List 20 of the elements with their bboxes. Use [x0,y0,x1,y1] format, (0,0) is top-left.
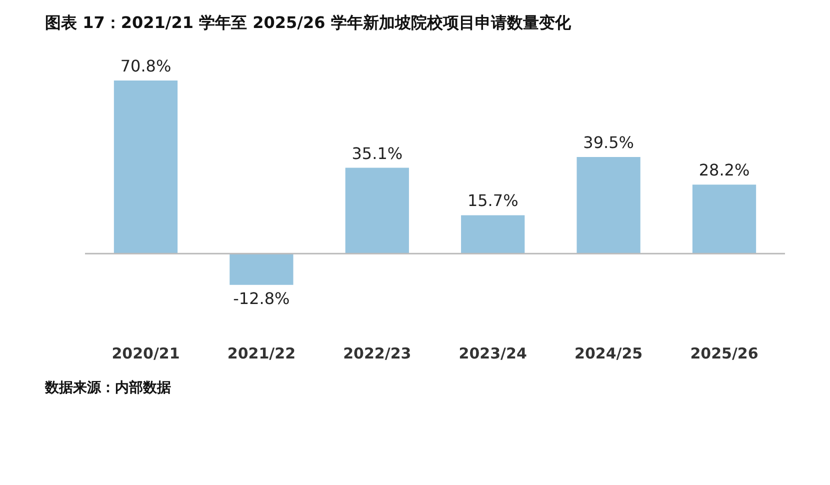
bar [461,215,525,254]
bar [230,254,294,285]
x-tick-label: 2024/25 [574,344,643,362]
x-tick-label: 2022/23 [343,344,412,362]
x-tick-label: 2023/24 [458,344,527,362]
x-tick-label: 2025/26 [690,344,758,362]
x-tick-label: 2021/22 [227,344,296,362]
data-label: 35.1% [352,144,403,163]
bar [345,168,409,254]
source-note: 数据来源：内部数据 [44,379,171,396]
data-label: 70.8% [120,56,172,76]
bar [114,80,178,254]
data-label: 28.2% [698,160,750,180]
data-label: 39.5% [583,133,634,152]
data-label: -12.8% [233,288,290,308]
data-label: 15.7% [467,191,518,210]
chart-title: 图表 17：2021/21 学年至 2025/26 学年新加坡院校项目申请数量变化 [45,13,572,32]
bar [576,157,640,254]
x-tick-label: 2020/21 [112,344,180,362]
bar [692,184,756,254]
